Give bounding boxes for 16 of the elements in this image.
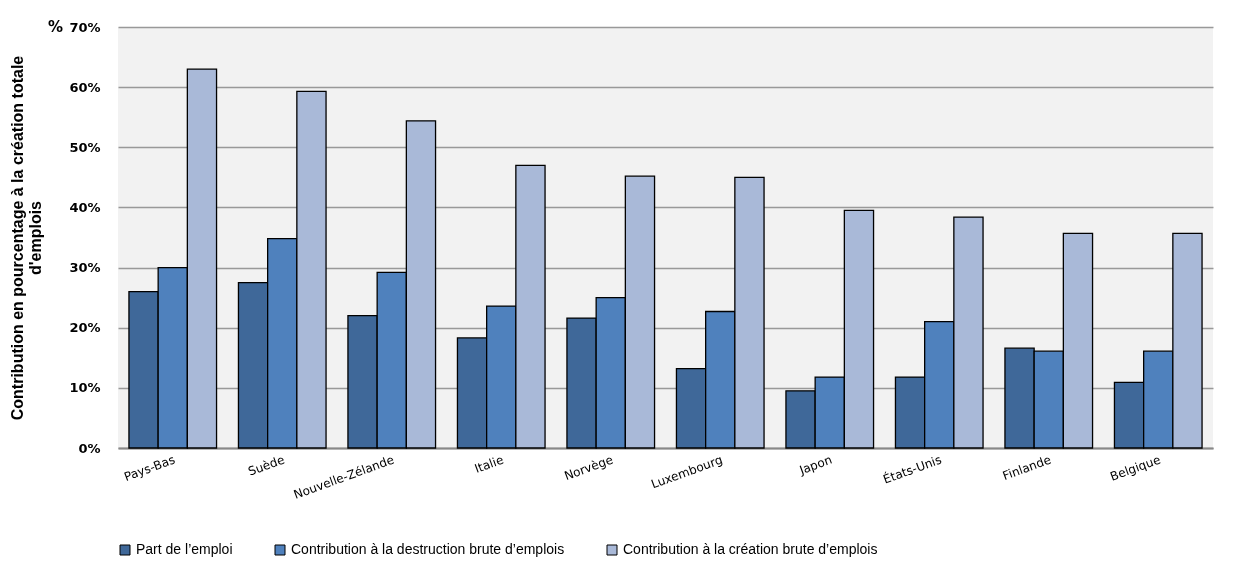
y-tick-label: 0% xyxy=(78,440,101,456)
y-tick-label: 70% xyxy=(69,19,101,35)
x-tick-label: Japon xyxy=(796,452,834,478)
legend-label: Contribution à la destruction brute d’emplois xyxy=(291,541,565,557)
legend-label: Part de l’emploi xyxy=(136,541,233,557)
y-tick-label: 50% xyxy=(69,139,101,155)
y-tick-label: 30% xyxy=(69,260,101,276)
legend-label: Contribution à la création brute d’emplois xyxy=(623,541,878,557)
y-tick-label: 40% xyxy=(69,199,101,215)
x-tick-label: Italie xyxy=(472,452,506,476)
unit-note: % xyxy=(48,18,64,36)
y-tick-label: 20% xyxy=(69,320,101,336)
x-tick-label: Suède xyxy=(246,452,287,479)
y-axis-title: Contribution en pourcentage à la création totale d'emplois xyxy=(9,55,45,421)
y-tick-label: 60% xyxy=(69,79,101,95)
y-tick-label: 10% xyxy=(69,380,101,396)
